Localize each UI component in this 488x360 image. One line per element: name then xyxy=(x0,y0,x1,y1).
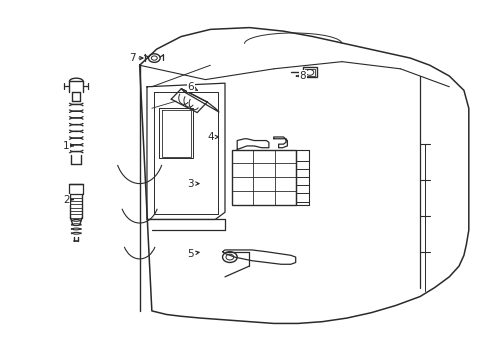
Text: 7: 7 xyxy=(129,53,142,63)
Circle shape xyxy=(148,54,160,62)
Text: 3: 3 xyxy=(187,179,199,189)
Text: 5: 5 xyxy=(187,248,199,258)
Bar xyxy=(305,69,314,76)
Bar xyxy=(232,149,295,205)
Text: 1: 1 xyxy=(63,141,73,151)
Text: 2: 2 xyxy=(63,195,73,205)
Text: 8: 8 xyxy=(296,71,305,81)
Bar xyxy=(303,67,316,77)
Text: 6: 6 xyxy=(187,82,197,92)
Text: 4: 4 xyxy=(206,132,218,142)
Circle shape xyxy=(222,252,237,262)
